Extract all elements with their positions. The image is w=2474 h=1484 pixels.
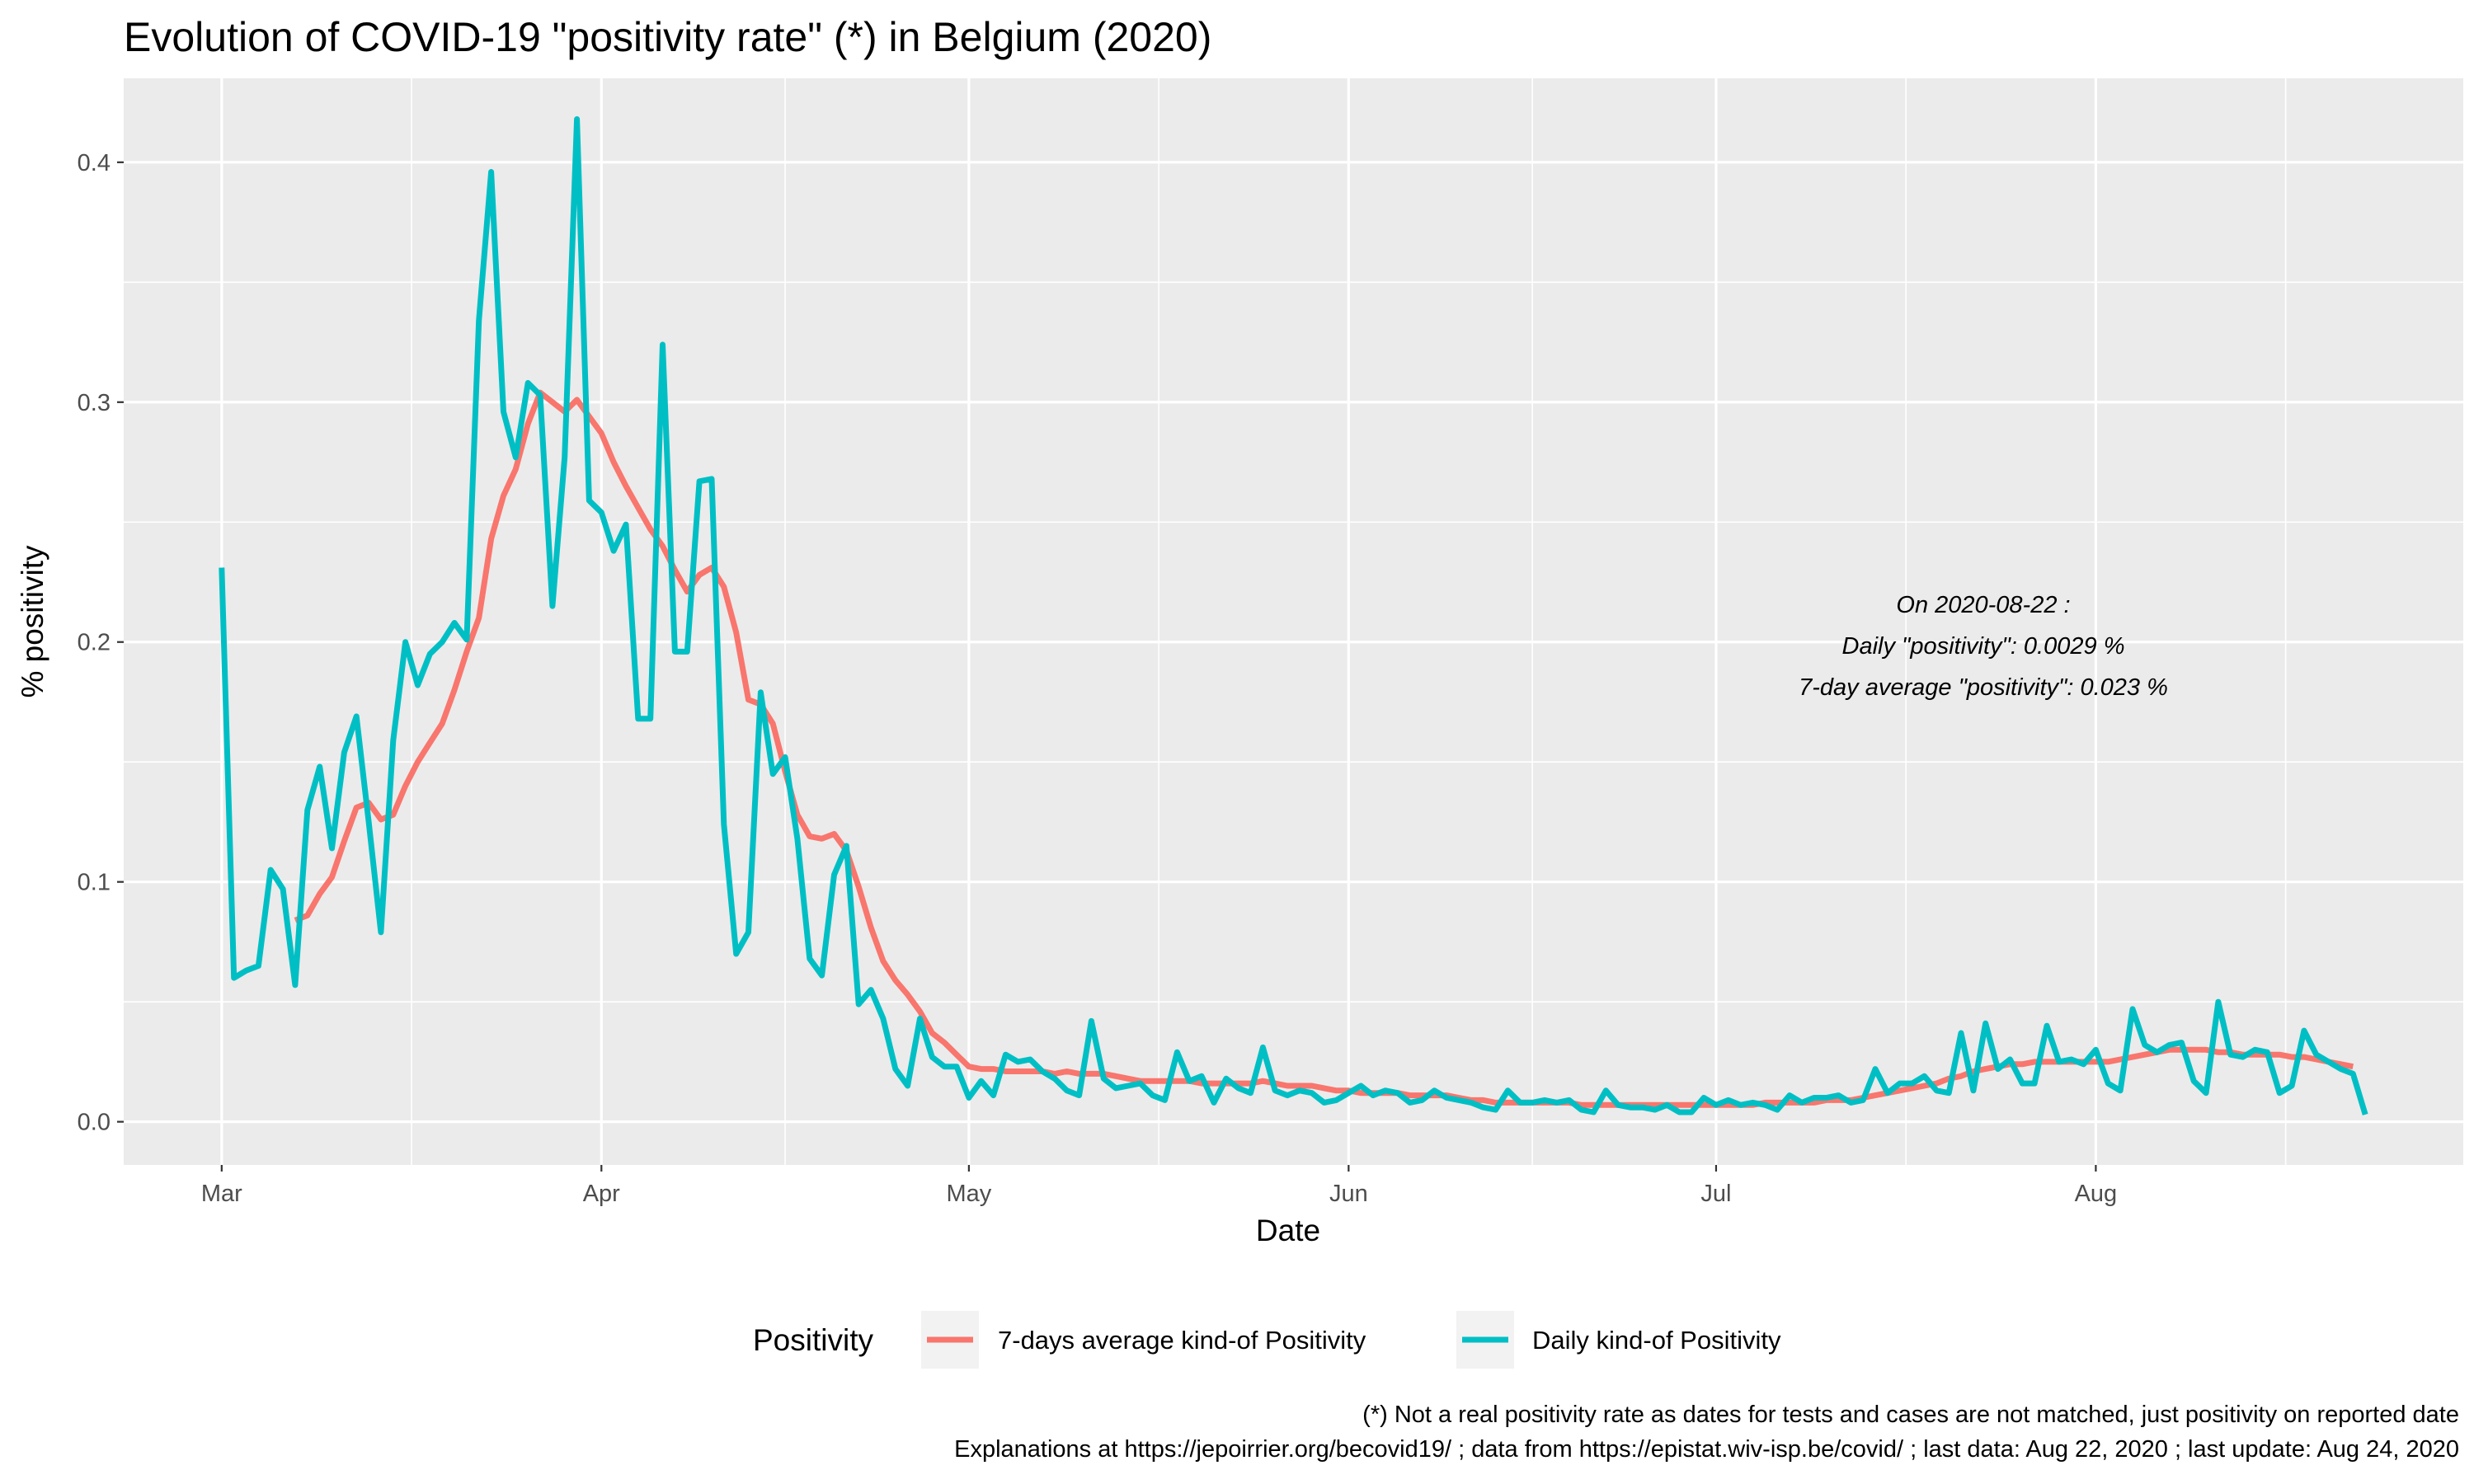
y-tick-label: 0.0 [78, 1110, 111, 1136]
caption-note: (*) Not a real positivity rate as dates … [1362, 1402, 2459, 1428]
annotation-daily: Daily "positivity": 0.0029 % [1842, 633, 2125, 660]
series-line-daily [219, 116, 2368, 1115]
major-gridlines [124, 78, 2463, 1165]
plot-panel [124, 78, 2463, 1165]
x-tick-label: Apr [583, 1181, 620, 1207]
legend-label-average: 7-days average kind-of Positivity [998, 1326, 1366, 1355]
x-tick-label: Jun [1329, 1181, 1368, 1207]
x-axis-title: Date [1256, 1214, 1320, 1247]
minor-gridlines [124, 78, 2463, 1165]
legend-label-daily: Daily kind-of Positivity [1532, 1326, 1781, 1355]
annotation-average: 7-day average "positivity": 0.023 % [1799, 674, 2168, 701]
annotation-date: On 2020-08-22 : [1896, 592, 2070, 618]
x-tick-label: May [946, 1181, 991, 1207]
y-tick-label: 0.3 [78, 390, 111, 416]
y-tick-label: 0.2 [78, 630, 111, 656]
caption-sources: Explanations at https://jepoirrier.org/b… [954, 1436, 2459, 1463]
y-tick-label: 0.4 [78, 150, 111, 176]
chart-title: Evolution of COVID-19 "positivity rate" … [124, 14, 1211, 60]
y-axis-title: % positivity [16, 545, 49, 698]
legend: Positivity 7-days average kind-of Positi… [753, 1311, 1781, 1369]
series-lines [219, 116, 2368, 1115]
x-axis: Mar Apr May Jun Jul Aug [201, 1165, 2117, 1207]
legend-title: Positivity [753, 1323, 873, 1357]
y-tick-label: 0.1 [78, 870, 111, 896]
x-tick-label: Aug [2075, 1181, 2118, 1207]
x-tick-label: Mar [201, 1181, 242, 1207]
y-axis: 0.0 0.1 0.2 0.3 0.4 [78, 150, 124, 1136]
annotation-box: On 2020-08-22 : Daily "positivity": 0.00… [1799, 592, 2168, 701]
x-tick-label: Jul [1700, 1181, 1731, 1207]
